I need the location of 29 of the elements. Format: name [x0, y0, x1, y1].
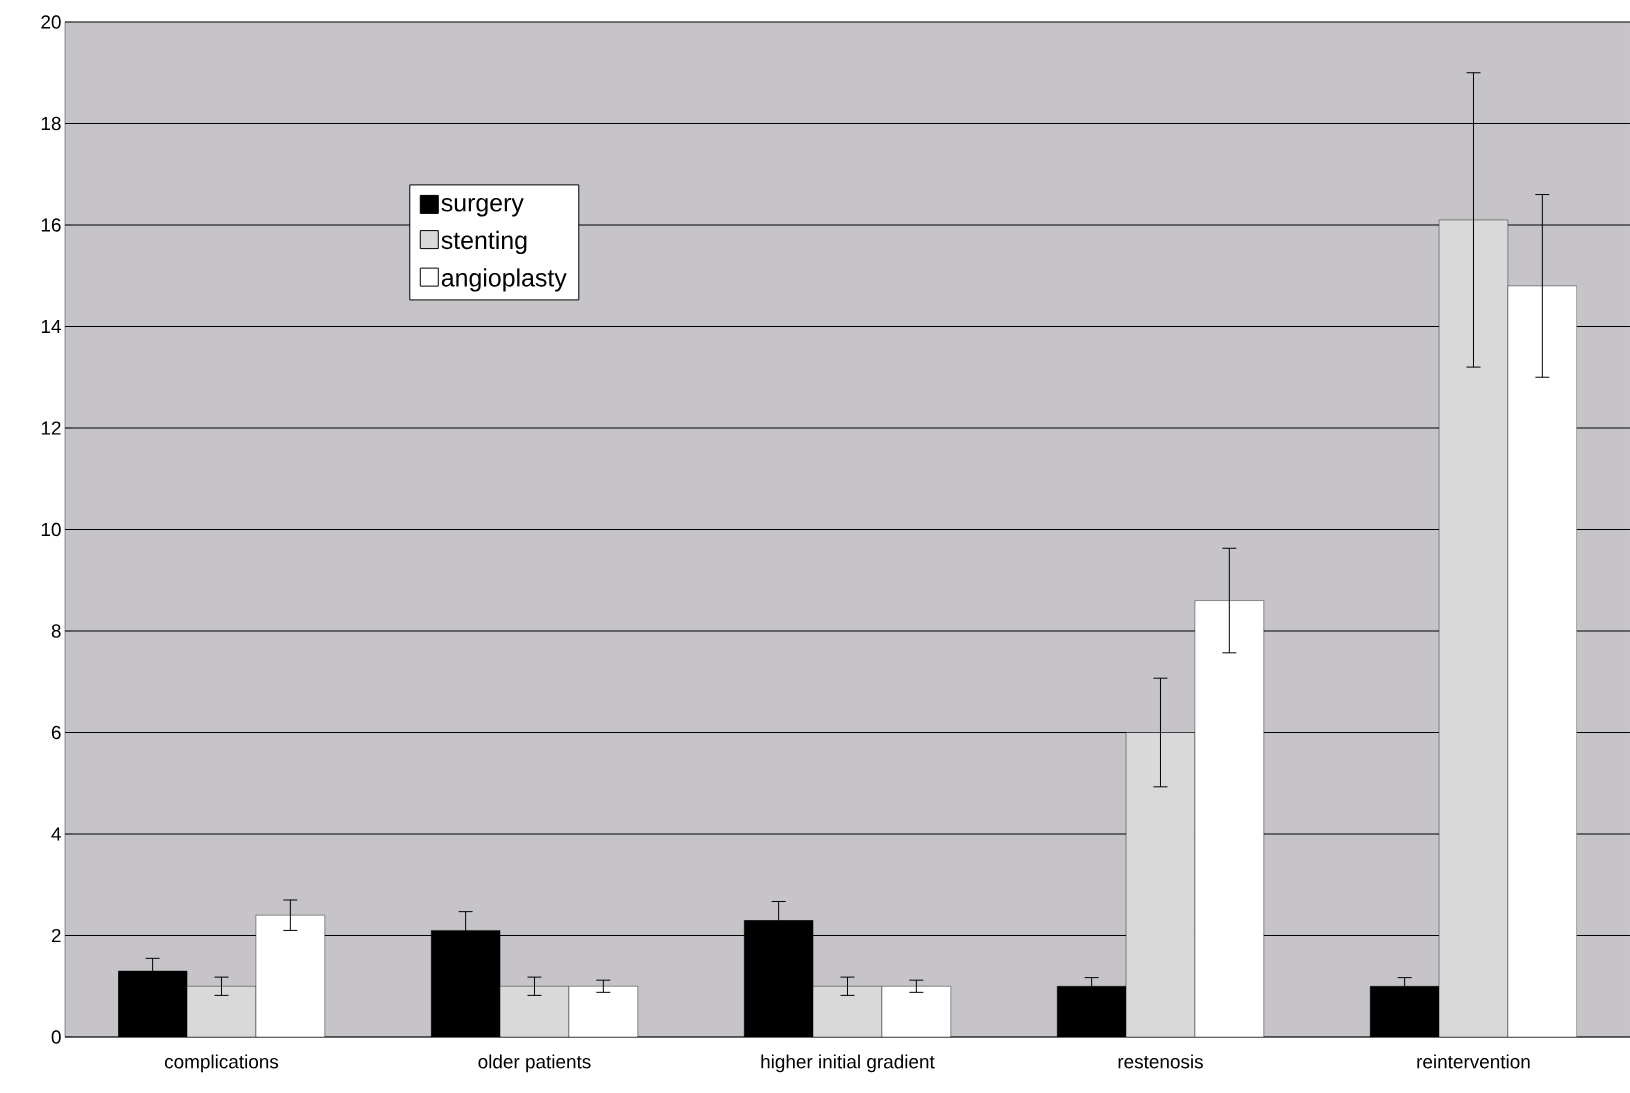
x-tick-label: reintervention	[1417, 1054, 1530, 1069]
x-tick-label: older patients	[478, 1054, 591, 1073]
bar	[500, 986, 569, 1037]
x-tick-label: complications	[164, 1054, 279, 1073]
y-tick-label: 14	[41, 319, 61, 334]
bar	[568, 986, 638, 1037]
x-tick-label: restenosis	[1118, 1054, 1203, 1069]
bar	[1194, 600, 1264, 1037]
bar	[1438, 219, 1509, 1037]
legend-label: surgery	[441, 197, 524, 217]
bar	[255, 915, 325, 1037]
y-tick-label: 20	[41, 15, 61, 29]
legend-label: stenting	[441, 230, 527, 255]
bar	[881, 986, 951, 1037]
y-tick-label: 8	[51, 624, 61, 638]
y-tick-label: 0	[51, 1030, 61, 1044]
bar	[1507, 285, 1577, 1037]
bar	[187, 986, 256, 1037]
y-tick-label: 12	[41, 421, 61, 435]
legend-label: angioplasty	[441, 268, 567, 292]
y-tick-label: 18	[41, 116, 61, 131]
y-tick-label: 4	[51, 827, 61, 841]
y-tick-label: 10	[41, 522, 61, 537]
bar	[813, 986, 882, 1037]
bar	[1126, 732, 1195, 1037]
y-tick-label: 16	[41, 218, 61, 232]
y-tick-label: 6	[51, 725, 61, 740]
y-tick-label: 2	[51, 928, 61, 943]
x-tick-label: higher initial gradient	[761, 1054, 935, 1073]
